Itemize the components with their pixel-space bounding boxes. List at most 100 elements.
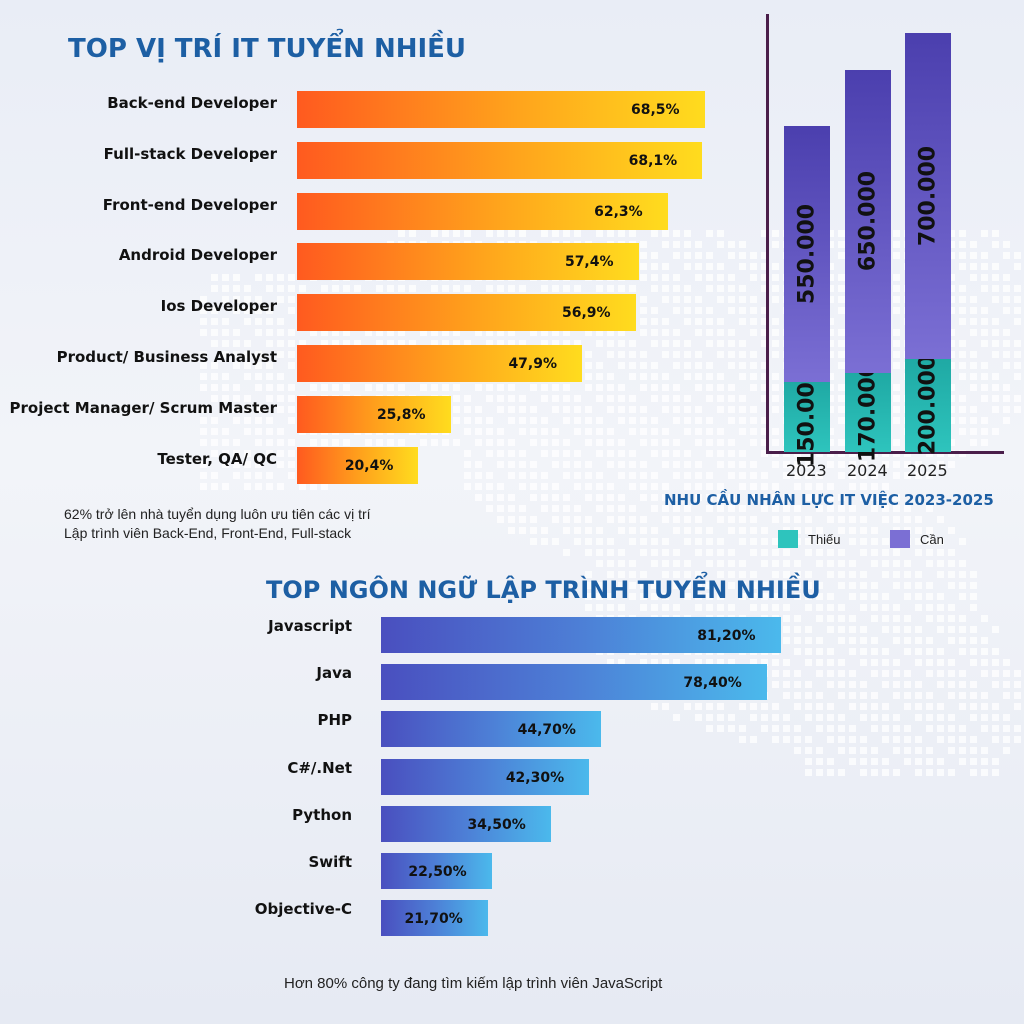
map-dot [915, 582, 922, 589]
map-dot [244, 318, 251, 325]
map-dot [904, 681, 911, 688]
map-dot [739, 538, 746, 545]
map-dot [772, 428, 779, 435]
map-dot [211, 340, 218, 347]
category-label-tester-qa-qc: Tester, QA/ QC [157, 449, 277, 468]
map-dot [981, 659, 988, 666]
map-dot [893, 494, 900, 501]
map-dot [904, 461, 911, 468]
map-dot [651, 230, 658, 237]
map-dot [200, 351, 207, 358]
map-dot [255, 439, 262, 446]
map-dot [563, 384, 570, 391]
segment-c-n-2023 [784, 125, 830, 383]
map-dot [277, 406, 284, 413]
map-dot [607, 549, 614, 556]
map-dot [508, 406, 515, 413]
map-dot [838, 461, 845, 468]
map-dot [1014, 285, 1021, 292]
map-dot [222, 450, 229, 457]
map-dot [728, 362, 735, 369]
map-dot [838, 681, 845, 688]
map-dot [640, 538, 647, 545]
map-dot [662, 439, 669, 446]
map-dot [277, 461, 284, 468]
map-dot [728, 560, 735, 567]
map-dot [849, 747, 856, 754]
map-dot [640, 582, 647, 589]
map-dot [805, 472, 812, 479]
map-dot [717, 450, 724, 457]
map-dot [750, 538, 757, 545]
map-dot [860, 472, 867, 479]
map-dot [882, 736, 889, 743]
map-dot [992, 230, 999, 237]
map-dot [211, 274, 218, 281]
year-label-2023: 2023 [786, 461, 827, 480]
map-dot [882, 626, 889, 633]
map-dot [772, 406, 779, 413]
map-dot [684, 571, 691, 578]
map-dot [750, 461, 757, 468]
map-dot [530, 483, 537, 490]
map-dot [508, 340, 515, 347]
map-dot [211, 285, 218, 292]
map-dot [200, 307, 207, 314]
map-dot [222, 373, 229, 380]
map-dot [585, 472, 592, 479]
map-dot [739, 340, 746, 347]
map-dot [783, 714, 790, 721]
map-dot [585, 483, 592, 490]
map-dot [728, 351, 735, 358]
map-dot [475, 406, 482, 413]
map-dot [585, 538, 592, 545]
map-dot [266, 318, 273, 325]
map-dot [893, 637, 900, 644]
map-dot [860, 538, 867, 545]
map-dot [838, 417, 845, 424]
map-dot [255, 384, 262, 391]
map-dot [783, 472, 790, 479]
map-dot [277, 285, 284, 292]
map-dot [365, 439, 372, 446]
map-dot [838, 384, 845, 391]
map-dot [750, 252, 757, 259]
map-dot [596, 340, 603, 347]
map-dot [871, 747, 878, 754]
map-dot [365, 384, 372, 391]
map-dot [805, 538, 812, 545]
map-dot [640, 549, 647, 556]
map-dot [1003, 692, 1010, 699]
map-dot [750, 659, 757, 666]
map-dot [497, 340, 504, 347]
map-dot [618, 285, 625, 292]
map-dot [750, 329, 757, 336]
map-dot [1003, 252, 1010, 259]
map-dot [288, 417, 295, 424]
map-dot [629, 560, 636, 567]
map-dot [739, 296, 746, 303]
map-dot [904, 747, 911, 754]
map-dot [552, 428, 559, 435]
map-dot [739, 505, 746, 512]
map-dot [761, 417, 768, 424]
map-dot [629, 450, 636, 457]
map-dot [893, 406, 900, 413]
map-dot [728, 241, 735, 248]
map-dot [893, 560, 900, 567]
map-dot [1003, 681, 1010, 688]
map-dot [728, 505, 735, 512]
map-dot [398, 329, 405, 336]
map-dot [893, 615, 900, 622]
map-dot [629, 428, 636, 435]
map-dot [794, 472, 801, 479]
map-dot [838, 549, 845, 556]
map-dot [717, 318, 724, 325]
map-dot [706, 659, 713, 666]
map-dot [585, 571, 592, 578]
map-dot [475, 483, 482, 490]
map-dot [838, 571, 845, 578]
map-dot [497, 483, 504, 490]
map-dot [332, 285, 339, 292]
map-dot [695, 472, 702, 479]
